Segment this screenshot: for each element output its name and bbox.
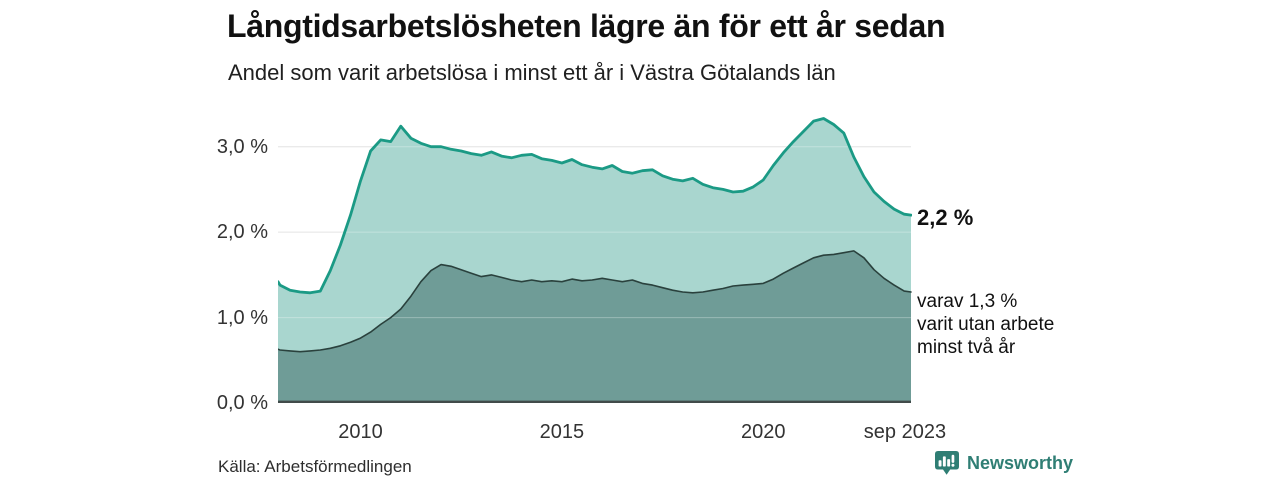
x-axis-label: 2010: [338, 421, 383, 443]
end-value-annotation: 2,2 %: [917, 205, 974, 230]
page-title: Långtidsarbetslösheten lägre än för ett …: [227, 8, 946, 44]
newsworthy-wordmark: Newsworthy: [967, 453, 1074, 473]
unemployment-area-chart: [278, 117, 912, 403]
y-axis-label: 3,0 %: [216, 135, 268, 158]
x-axis-label: sep 2023: [863, 421, 947, 443]
source-note: Källa: Arbetsförmedlingen: [218, 457, 412, 476]
y-axis-label: 2,0 %: [216, 221, 268, 244]
page-subtitle: Andel som varit arbetslösa i minst ett å…: [228, 60, 836, 85]
y-axis-label: 0,0 %: [216, 392, 268, 414]
newsworthy-logo-icon: [935, 451, 959, 475]
x-axis-label: 2020: [740, 421, 786, 443]
y-axis-label: 1,0 %: [216, 306, 268, 329]
x-axis-label: 2015: [539, 421, 585, 443]
newsworthy-brand: Newsworthy: [934, 450, 1073, 477]
sub-annotation: varav 1,3 % varit utan arbete minst två …: [917, 291, 1055, 358]
